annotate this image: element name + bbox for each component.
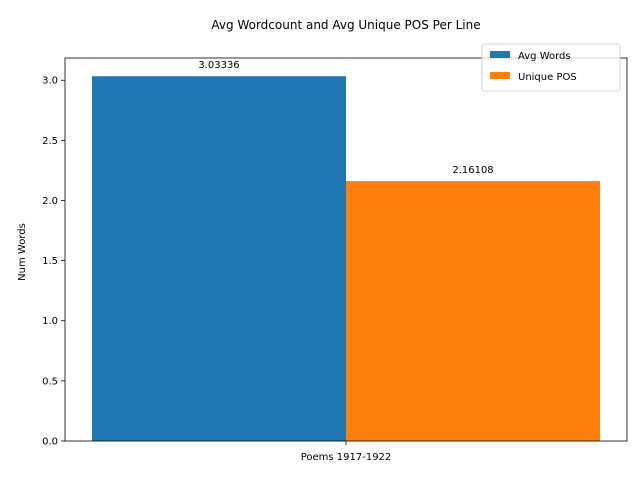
y-tick-label: 2.0: [42, 196, 58, 207]
legend-label-unique-pos: Unique POS: [518, 72, 577, 83]
bar-0: [92, 76, 346, 441]
legend-box: [481, 43, 621, 92]
data-labels-group: 3.03336 2.16108: [198, 60, 493, 176]
bar-value-label: 2.16108: [452, 165, 493, 176]
bars-group: [92, 76, 600, 442]
y-axis-label: Num Words: [17, 223, 28, 281]
y-tick-label: 1.5: [42, 256, 58, 267]
y-tick-label: 3.0: [42, 76, 58, 87]
x-axis: Poems 1917-1922: [301, 441, 392, 463]
y-tick-label: 1.0: [42, 316, 58, 327]
y-tick-label: 2.5: [42, 136, 58, 147]
legend: Avg Words Unique POS: [481, 43, 621, 92]
plot-frame: [64, 57, 628, 442]
legend-swatch-unique-pos: [490, 72, 510, 79]
bar-value-label: 3.03336: [198, 60, 239, 71]
bar-1: [346, 181, 600, 442]
legend-swatch-avg-words: [490, 51, 510, 58]
y-tick-label: 0.5: [42, 376, 58, 387]
y-tick-label: 0.0: [42, 437, 58, 448]
x-tick-label: Poems 1917-1922: [301, 452, 392, 463]
legend-label-avg-words: Avg Words: [518, 51, 571, 62]
chart-title: Avg Wordcount and Avg Unique POS Per Lin…: [211, 18, 480, 32]
y-axis: 0.0 0.5 1.0 1.5 2.0 2.5 3.0: [42, 76, 65, 448]
